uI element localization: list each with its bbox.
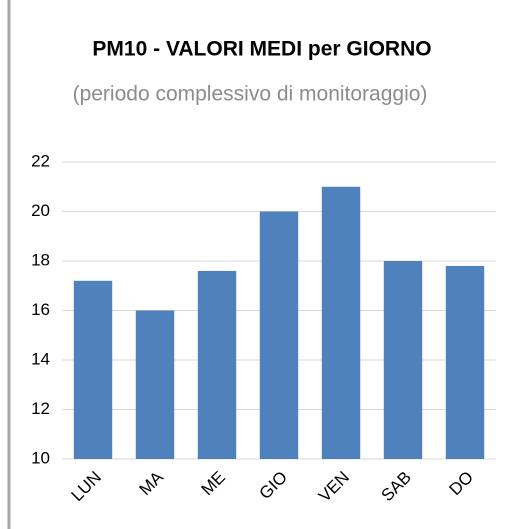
bar <box>259 211 299 459</box>
bar <box>135 310 175 459</box>
bar <box>197 270 237 459</box>
chart-subtitle: (periodo complessivo di monitoraggio) <box>73 83 428 106</box>
y-tick-label: 20 <box>31 201 50 220</box>
y-tick-label: 14 <box>31 349 50 368</box>
y-tick-label: 18 <box>31 250 50 269</box>
bar <box>445 265 485 459</box>
y-tick-label: 22 <box>31 151 50 170</box>
y-tick-label: 16 <box>31 300 50 319</box>
bar <box>321 186 361 459</box>
y-tick-label: 12 <box>31 399 50 418</box>
y-tick-label: 10 <box>31 448 50 467</box>
bar <box>383 261 423 459</box>
bar <box>73 280 113 459</box>
chart-title: PM10 - VALORI MEDI per GIORNO <box>92 38 431 61</box>
